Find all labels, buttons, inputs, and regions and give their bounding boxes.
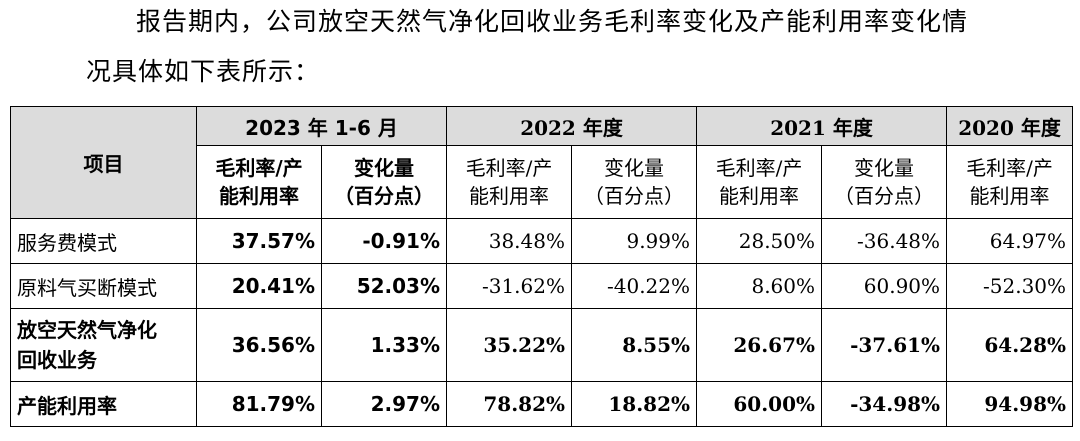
intro-line-2: 况具体如下表所示： bbox=[86, 57, 321, 86]
cell-value: -52.30% bbox=[946, 263, 1074, 309]
subheader-change: 变化量 （百分点） bbox=[321, 145, 447, 219]
cell-value: 20.41% bbox=[196, 263, 322, 309]
subheader-rate: 毛利率/产 能利用率 bbox=[196, 145, 322, 219]
gross-margin-table: 项目 2023 年 1-6 月 2022 年度 2021 年度 2020 年度 … bbox=[10, 106, 1074, 427]
header-item: 项目 bbox=[10, 106, 197, 219]
cell-value: 60.00% bbox=[696, 381, 823, 427]
cell-value: 1.33% bbox=[321, 308, 447, 382]
cell-value: 94.98% bbox=[946, 381, 1074, 427]
cell-value: -31.62% bbox=[446, 263, 572, 309]
header-period-2022: 2022 年度 bbox=[445, 106, 698, 146]
header-period-2020: 2020 年度 bbox=[946, 106, 1074, 146]
cell-value: 64.97% bbox=[946, 218, 1074, 264]
subheader-rate: 毛利率/产 能利用率 bbox=[696, 145, 823, 219]
row-label: 服务费模式 bbox=[10, 218, 197, 264]
cell-value: 81.79% bbox=[196, 381, 322, 427]
table-row: 服务费模式 37.57% -0.91% 38.48% 9.99% 28.50% … bbox=[10, 218, 1074, 264]
subheader-change: 变化量 （百分点） bbox=[821, 145, 948, 219]
cell-value: 28.50% bbox=[696, 218, 823, 264]
cell-value: -0.91% bbox=[321, 218, 447, 264]
cell-value: 18.82% bbox=[570, 381, 698, 427]
cell-value: -37.61% bbox=[821, 308, 948, 382]
header-period-2021: 2021 年度 bbox=[696, 106, 948, 146]
cell-value: 64.28% bbox=[946, 308, 1074, 382]
table-row: 产能利用率 81.79% 2.97% 78.82% 18.82% 60.00% … bbox=[10, 381, 1074, 427]
subheader-change: 变化量 （百分点） bbox=[570, 145, 698, 219]
cell-value: 36.56% bbox=[196, 308, 322, 382]
cell-value: 37.57% bbox=[196, 218, 322, 264]
cell-value: 35.22% bbox=[446, 308, 572, 382]
row-label: 原料气买断模式 bbox=[10, 263, 197, 309]
cell-value: 8.60% bbox=[696, 263, 823, 309]
header-period-2023h1: 2023 年 1-6 月 bbox=[196, 106, 447, 146]
intro-line-1: 报告期内，公司放空天然气净化回收业务毛利率变化及产能利用率变化情 bbox=[136, 7, 969, 36]
row-label: 放空天然气净化 回收业务 bbox=[10, 308, 197, 382]
cell-value: 9.99% bbox=[570, 218, 698, 264]
subheader-rate: 毛利率/产 能利用率 bbox=[946, 145, 1074, 219]
cell-value: 38.48% bbox=[446, 218, 572, 264]
cell-value: -34.98% bbox=[821, 381, 948, 427]
cell-value: -36.48% bbox=[821, 218, 948, 264]
cell-value: 26.67% bbox=[696, 308, 823, 382]
cell-value: 8.55% bbox=[570, 308, 698, 382]
table-row: 原料气买断模式 20.41% 52.03% -31.62% -40.22% 8.… bbox=[10, 263, 1074, 309]
cell-value: 60.90% bbox=[821, 263, 948, 309]
row-label: 产能利用率 bbox=[10, 381, 197, 427]
cell-value: 2.97% bbox=[321, 381, 447, 427]
table-row: 放空天然气净化 回收业务 36.56% 1.33% 35.22% 8.55% 26… bbox=[10, 308, 1074, 382]
cell-value: 78.82% bbox=[446, 381, 572, 427]
cell-value: 52.03% bbox=[321, 263, 447, 309]
subheader-rate: 毛利率/产 能利用率 bbox=[446, 145, 572, 219]
cell-value: -40.22% bbox=[570, 263, 698, 309]
